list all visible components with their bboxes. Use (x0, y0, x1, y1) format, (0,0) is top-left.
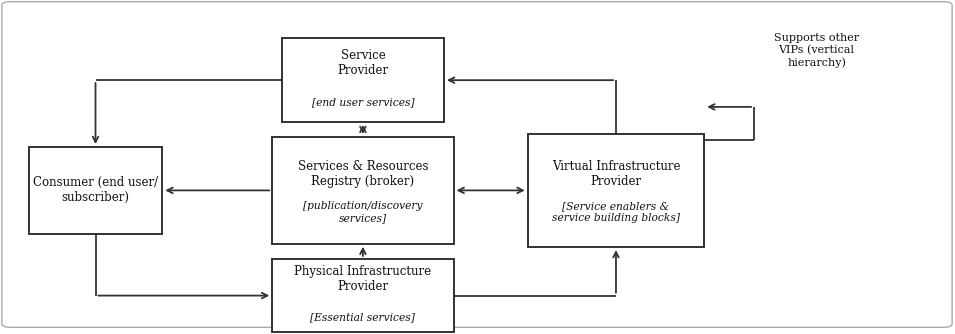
Text: Virtual Infrastructure
Provider: Virtual Infrastructure Provider (552, 160, 680, 188)
FancyBboxPatch shape (2, 2, 952, 327)
Bar (282, 38, 444, 122)
Text: [publication/discovery
services]: [publication/discovery services] (303, 201, 423, 223)
Text: Services & Resources
Registry (broker): Services & Resources Registry (broker) (298, 160, 428, 188)
Bar (29, 147, 162, 234)
Text: [Essential services]: [Essential services] (310, 312, 415, 322)
Bar (527, 134, 705, 247)
Text: [end user services]: [end user services] (311, 97, 414, 107)
Bar (272, 137, 454, 244)
Text: Service
Provider: Service Provider (337, 49, 389, 77)
Bar (272, 259, 454, 332)
Text: Supports other
VIPs (vertical
hierarchy): Supports other VIPs (vertical hierarchy) (774, 33, 860, 68)
Text: [Service enablers &
service building blocks]: [Service enablers & service building blo… (552, 201, 680, 223)
Text: Physical Infrastructure
Provider: Physical Infrastructure Provider (294, 265, 432, 293)
Text: Consumer (end user/
subscriber): Consumer (end user/ subscriber) (32, 176, 159, 204)
